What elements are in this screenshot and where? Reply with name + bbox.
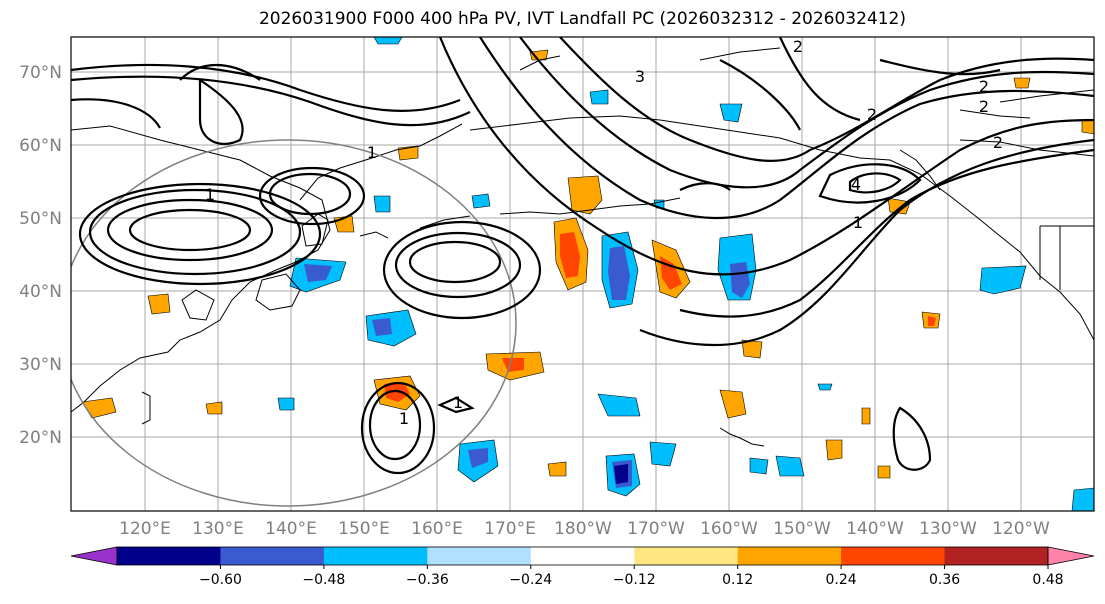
- pv-contours: [71, 37, 1094, 475]
- latitude-label: 30°N: [19, 355, 62, 375]
- longitude-label: 150°W: [773, 519, 831, 539]
- pv-anomaly-shading: [81, 37, 1094, 511]
- contour-label: 1: [853, 213, 863, 232]
- colorbar-tick-label: 0.24: [826, 572, 857, 588]
- colorbar: −0.60 −0.48 −0.36 −0.24 −0.12 0.12 0.24 0.36 0.4…: [70, 546, 1095, 588]
- colorbar-segment: [737, 547, 842, 565]
- colorbar-segment: [220, 547, 325, 565]
- latitude-label: 70°N: [19, 63, 62, 83]
- colorbar-segment: [841, 547, 946, 565]
- latitude-label: 40°N: [19, 282, 62, 302]
- contour-label: 2: [993, 133, 1003, 152]
- colorbar-extend-left: [70, 546, 118, 566]
- colorbar-segment: [117, 547, 221, 565]
- longitude-label: 180°W: [554, 519, 612, 539]
- latitude-labels: 70°N 60°N 50°N 40°N 30°N 20°N: [19, 63, 62, 448]
- latitude-label: 60°N: [19, 136, 62, 156]
- latitude-label: 20°N: [19, 428, 62, 448]
- range-circle: [71, 139, 517, 507]
- longitude-label: 120°W: [992, 519, 1050, 539]
- colorbar-outline: [116, 546, 1049, 566]
- map-frame: [70, 36, 1095, 512]
- longitude-label: 170°W: [627, 519, 685, 539]
- longitude-label: 130°E: [192, 519, 244, 539]
- colorbar-segment: [323, 547, 428, 565]
- colorbar-tick-label: −0.48: [302, 572, 345, 588]
- contour-label: 2: [979, 97, 989, 116]
- colorbar-extend-right: [1047, 546, 1095, 566]
- contour-label: 1: [205, 185, 215, 204]
- latitude-label: 50°N: [19, 209, 62, 229]
- longitude-label: 130°W: [919, 519, 977, 539]
- negative-anomaly-navy: [614, 464, 628, 484]
- longitude-label: 170°E: [484, 519, 536, 539]
- colorbar-segment: [944, 547, 1049, 565]
- contour-label: 2: [793, 37, 803, 56]
- longitude-label: 160°E: [411, 519, 463, 539]
- longitude-label: 150°E: [338, 519, 390, 539]
- map-title: 2026031900 F000 400 hPa PV, IVT Landfall…: [258, 9, 906, 29]
- contour-label: 1: [453, 393, 463, 412]
- contour-label: 1: [399, 409, 409, 428]
- contour-label: 2: [979, 77, 989, 96]
- coastlines: [71, 47, 1094, 447]
- colorbar-segment: [530, 547, 635, 565]
- longitude-labels: 120°E 130°E 140°E 150°E 160°E 170°E 180°W 170°W…: [119, 519, 1050, 539]
- contour-label: 1: [367, 143, 377, 162]
- colorbar-tick-label: −0.12: [613, 572, 656, 588]
- colorbar-tick-label: −0.36: [406, 572, 449, 588]
- contour-label: 4: [851, 175, 861, 194]
- colorbar-segment: [634, 547, 739, 565]
- colorbar-tick-label: 0.36: [929, 572, 960, 588]
- longitude-label: 120°E: [119, 519, 171, 539]
- contour-label: 3: [635, 67, 645, 86]
- colorbar-tick-label: 0.12: [722, 572, 753, 588]
- longitude-label: 160°W: [700, 519, 758, 539]
- contour-label: 2: [867, 105, 877, 124]
- longitude-label: 140°W: [846, 519, 904, 539]
- colorbar-tick-label: −0.60: [199, 572, 242, 588]
- colorbar-segment: [427, 547, 532, 565]
- colorbar-tick-label: −0.24: [509, 572, 552, 588]
- longitude-label: 140°E: [265, 519, 317, 539]
- map-content: [71, 37, 1094, 511]
- colorbar-tick-label: 0.48: [1032, 572, 1063, 588]
- graticule: [71, 37, 1094, 511]
